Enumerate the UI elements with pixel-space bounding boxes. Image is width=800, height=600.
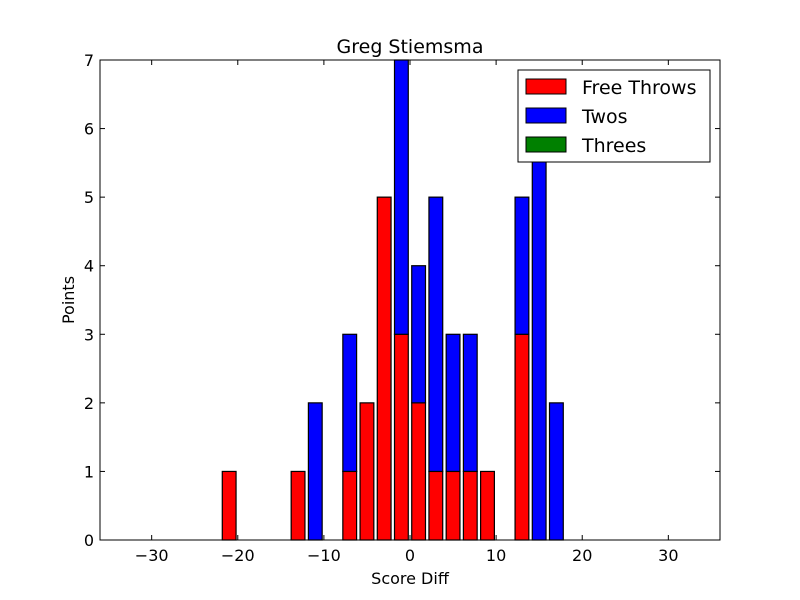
bar-twos (342, 333, 358, 473)
bar-free-throws (290, 470, 306, 541)
x-axis-label: Score Diff (371, 569, 450, 588)
bar-free-throws (221, 470, 237, 541)
legend-swatch-free-throws (525, 78, 567, 95)
bar-twos (411, 265, 427, 404)
bar-twos (462, 333, 478, 473)
x-tick-label: −10 (307, 546, 341, 565)
bar-free-throws (462, 470, 478, 541)
x-tick-label: 20 (572, 546, 592, 565)
y-tick-label: 4 (84, 257, 94, 276)
bar-free-throws (428, 470, 444, 541)
bar-twos (514, 196, 530, 335)
x-tick-label: −20 (221, 546, 255, 565)
bar-free-throws (342, 470, 358, 541)
bar-twos (428, 196, 444, 473)
legend-label-threes: Threes (581, 135, 646, 157)
chart-title: Greg Stiemsma (337, 36, 484, 58)
bar-twos (307, 402, 323, 541)
legend-label-free-throws: Free Throws (582, 77, 696, 99)
y-axis-label: Points (59, 276, 78, 324)
bar-free-throws (359, 402, 375, 541)
bar-free-throws (393, 333, 409, 541)
x-tick-label: 10 (486, 546, 506, 565)
bar-free-throws (480, 470, 495, 541)
x-tick-label: 0 (405, 546, 415, 565)
bar-twos (393, 59, 409, 335)
axes-layer: −30 −20 −10 0 10 20 30 0 1 2 3 4 5 6 7 (84, 51, 721, 565)
y-tick-label: 0 (84, 531, 94, 550)
bar-free-throws (376, 196, 392, 541)
legend-label-twos: Twos (581, 106, 628, 128)
legend-swatch-twos (525, 107, 567, 124)
bars-layer (221, 59, 564, 541)
x-tick-label: −30 (135, 546, 169, 565)
bar-free-throws (445, 470, 461, 541)
y-tick-label: 1 (84, 462, 94, 481)
y-tick-label: 7 (84, 51, 94, 70)
legend: Free Throws Twos Threes (517, 69, 711, 163)
y-tick-label: 3 (84, 325, 94, 344)
bar-twos (531, 127, 547, 541)
y-tick-label: 5 (84, 188, 94, 207)
legend-swatch-threes (525, 136, 567, 153)
bar-free-throws (514, 333, 530, 541)
bar-free-throws (411, 402, 427, 541)
bar-twos (548, 402, 564, 541)
bar-twos (445, 333, 461, 473)
x-tick-label: 30 (658, 546, 678, 565)
y-tick-label: 6 (84, 120, 94, 139)
y-tick-label: 2 (84, 394, 94, 413)
